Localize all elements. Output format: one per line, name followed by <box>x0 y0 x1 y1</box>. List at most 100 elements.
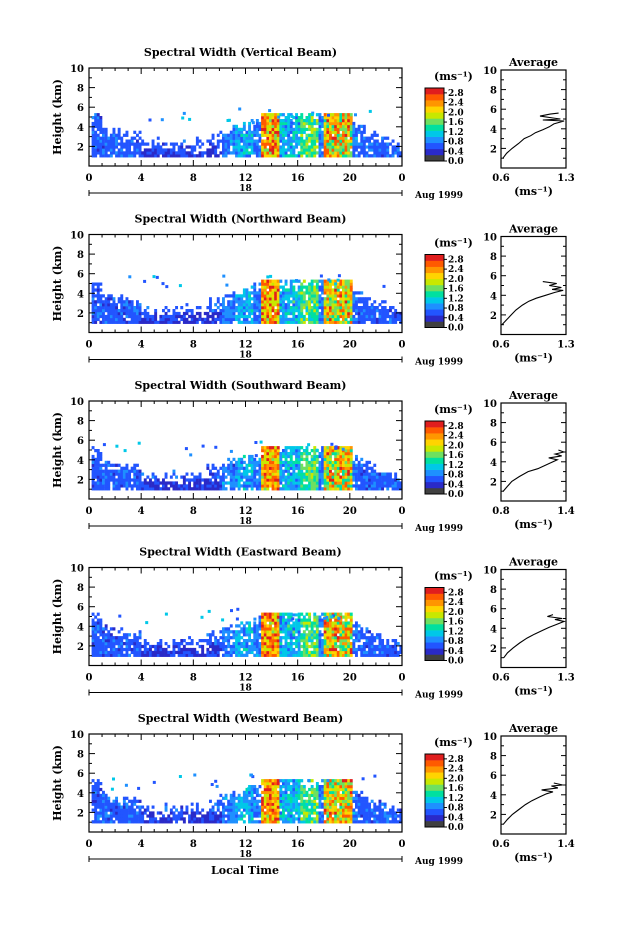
colorbar: 0.00.40.81.21.62.02.42.8 <box>424 753 464 833</box>
colorbar-tick-label: 2.4 <box>448 265 464 275</box>
average-frame <box>500 235 567 336</box>
average-y-tick-label: 2 <box>490 477 497 488</box>
y-tick-label: 8 <box>77 583 84 594</box>
x-tick-label: 0 <box>399 340 406 351</box>
colorbar: 0.00.40.81.21.62.02.42.8 <box>424 87 464 167</box>
y-tick-label: 10 <box>70 564 84 575</box>
y-tick-label: 4 <box>77 456 84 467</box>
colorbar: 0.00.40.81.21.62.02.42.8 <box>424 587 464 667</box>
colorbar-swatch <box>425 463 444 470</box>
colorbar-swatch <box>425 766 444 773</box>
y-tick-label: 6 <box>77 436 84 447</box>
average-y-tick-label: 4 <box>490 125 497 136</box>
x-tick-label: 16 <box>291 340 305 351</box>
average-x-tick-label: 1.3 <box>557 340 574 351</box>
date-label: Aug 1999 <box>414 857 463 867</box>
x-tick-label: 8 <box>190 506 197 517</box>
colorbar-tick-label: 1.6 <box>448 285 464 295</box>
colorbar-swatch <box>425 587 444 594</box>
colorbar-swatch <box>425 136 444 144</box>
colorbar-unit: (ms⁻¹) <box>434 70 473 83</box>
average-y-tick-label: 10 <box>483 732 497 743</box>
x-tick-label: 12 <box>239 673 253 684</box>
average-y-tick-label: 4 <box>490 791 497 802</box>
average-frame <box>500 568 567 669</box>
colorbar-swatch <box>425 648 444 655</box>
x-tick-label: 12 <box>239 340 253 351</box>
average-x-tick-label: 0.6 <box>492 839 509 850</box>
colorbar-swatch <box>425 820 444 828</box>
average-x-label: (ms⁻¹) <box>514 851 553 864</box>
x-tick-label: 8 <box>190 340 197 351</box>
colorbar-tick-label: 0.4 <box>448 314 464 324</box>
colorbar-swatch <box>425 124 444 131</box>
average-title: Average <box>508 223 558 236</box>
average-x-label: (ms⁻¹) <box>514 685 553 698</box>
y-axis-label: Height (km) <box>51 579 64 655</box>
colorbar-swatch <box>425 642 444 649</box>
colorbar-swatch <box>425 593 444 600</box>
average-y-tick-label: 4 <box>490 624 497 635</box>
average-plot: Average 2 4 6 8 10 0.6 1.4 (ms⁻¹) <box>483 722 575 864</box>
colorbar-tick-label: 1.6 <box>448 784 464 794</box>
x-tick-label: 16 <box>291 173 305 184</box>
colorbar-swatch <box>425 130 444 137</box>
y-tick-label: 8 <box>77 84 84 95</box>
colorbar-swatch <box>425 760 444 767</box>
x-tick-label: 20 <box>343 506 357 517</box>
colorbar-tick-label: 1.2 <box>448 794 464 804</box>
panel-2: Spectral Width (Northward Beam) 2 4 6 8 10 Hei… <box>51 213 575 368</box>
day-label: 18 <box>239 184 252 194</box>
day-label: 18 <box>239 684 252 694</box>
colorbar-swatch <box>425 148 444 156</box>
average-y-tick-label: 8 <box>490 252 497 263</box>
colorbar-tick-label: 2.4 <box>448 432 464 442</box>
y-axis-label: Height (km) <box>51 79 64 155</box>
x-tick-label: 0 <box>86 506 93 517</box>
panel-1: Spectral Width (Vertical Beam) 2 4 6 8 10 Heig… <box>51 46 575 201</box>
colorbar-swatch <box>425 654 444 661</box>
average-title: Average <box>508 389 558 402</box>
colorbar-tick-label: 0.4 <box>448 480 464 490</box>
x-tick-label: 16 <box>291 673 305 684</box>
average-x-tick-label: 0.6 <box>492 673 509 684</box>
colorbar-swatch <box>425 624 444 631</box>
colorbar-swatch <box>425 808 444 816</box>
colorbar-swatch <box>425 278 444 286</box>
day-label: 18 <box>239 517 252 527</box>
colorbar-tick-label: 1.2 <box>448 627 464 637</box>
colorbar-tick-label: 2.8 <box>448 422 464 432</box>
colorbar-tick-label: 1.6 <box>448 618 464 628</box>
panel-3: Spectral Width (Southward Beam) 2 4 6 8 10 Hei… <box>51 379 575 534</box>
x-tick-label: 8 <box>190 173 197 184</box>
average-plot: Average 2 4 6 8 10 0.6 1.3 (ms⁻¹) <box>483 556 575 698</box>
colorbar-swatch <box>425 291 444 298</box>
x-tick-label: 12 <box>239 839 253 850</box>
colorbar-unit: (ms⁻¹) <box>434 736 473 749</box>
colorbar-tick-label: 0.0 <box>448 657 464 667</box>
heatmap-cells <box>91 107 403 158</box>
y-tick-label: 6 <box>77 270 84 281</box>
colorbar-tick-label: 0.4 <box>448 813 464 823</box>
x-tick-label: 0 <box>86 839 93 850</box>
panel-title: Spectral Width (Westward Beam) <box>138 712 343 725</box>
x-tick-label: 4 <box>138 173 145 184</box>
colorbar-swatch <box>425 754 444 761</box>
y-tick-label: 2 <box>77 142 84 153</box>
y-tick-label: 10 <box>70 730 84 741</box>
average-x-tick-label: 0.8 <box>492 506 509 517</box>
average-x-tick-label: 1.3 <box>557 173 574 184</box>
colorbar-swatch <box>425 784 444 791</box>
date-label: Aug 1999 <box>414 358 463 368</box>
colorbar-swatch <box>425 266 444 274</box>
colorbar-swatch <box>425 636 444 643</box>
colorbar-swatch <box>425 284 444 292</box>
day-label: 18 <box>239 351 252 361</box>
average-y-tick-label: 2 <box>490 810 497 821</box>
x-tick-label: 0 <box>86 340 93 351</box>
x-tick-label: 4 <box>138 506 145 517</box>
colorbar-tick-label: 2.4 <box>448 99 464 109</box>
average-y-tick-label: 4 <box>490 458 497 469</box>
colorbar-swatch <box>425 100 444 107</box>
